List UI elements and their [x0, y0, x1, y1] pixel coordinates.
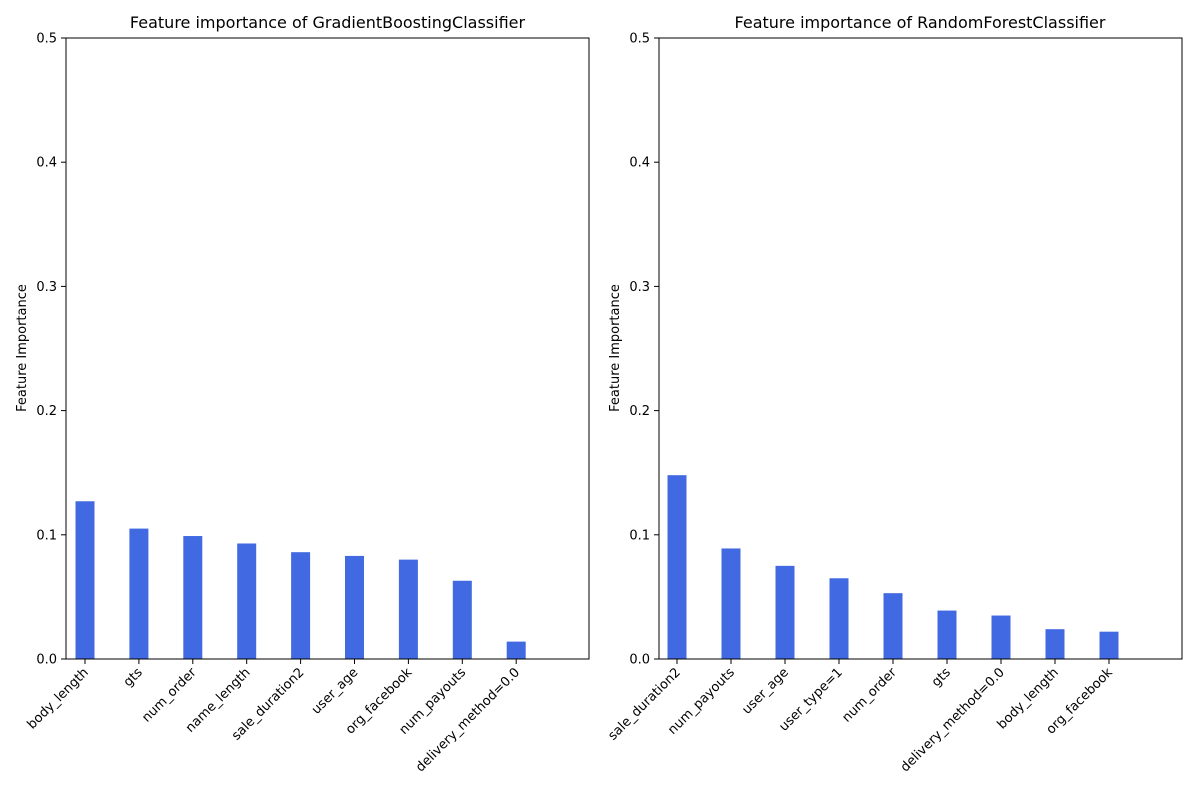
plot-frame	[658, 37, 1183, 660]
y-tick-label: 0.4	[36, 156, 57, 171]
bar-user_age	[345, 555, 364, 659]
y-tick-label: 0.2	[629, 404, 650, 419]
bar-body_length	[1045, 629, 1065, 659]
y-ticks: 0.0 0.1 0.2 0.3 0.4 0.5	[629, 32, 659, 668]
bar-num_payouts	[452, 580, 472, 659]
bar-gts	[937, 610, 957, 659]
y-tick-label: 0.4	[629, 156, 650, 171]
y-tick-label: 0.0	[629, 653, 650, 668]
bar-delivery_method=0.0	[991, 615, 1011, 659]
bar-delivery_method=0.0	[506, 641, 526, 659]
y-tick-label: 0.0	[36, 653, 57, 668]
bar-num_payouts	[721, 548, 741, 659]
bar-num_order	[883, 593, 903, 659]
y-tick-label: 0.1	[36, 528, 57, 543]
bar-user_type=1	[829, 578, 849, 659]
y-tick-label: 0.5	[36, 32, 57, 47]
y-tick-label: 0.2	[36, 404, 57, 419]
y-axis-label: Feature Importance	[15, 284, 30, 412]
bar-gts	[129, 528, 149, 659]
y-tick-label: 0.3	[629, 280, 650, 295]
y-ticks: 0.0 0.1 0.2 0.3 0.4 0.5	[36, 32, 66, 668]
bar-org_facebook	[1099, 631, 1119, 659]
y-tick-label: 0.5	[629, 32, 650, 47]
y-tick-label: 0.1	[629, 528, 650, 543]
y-axis-label: Feature Importance	[608, 284, 623, 412]
bar-sale_duration2	[291, 552, 311, 659]
bar-body_length	[75, 501, 95, 659]
bar-user_age	[775, 565, 795, 659]
bar-sale_duration2	[667, 475, 687, 659]
y-tick-label: 0.3	[36, 280, 57, 295]
bar-name_length	[237, 543, 257, 659]
chart-title: Feature importance of GradientBoostingCl…	[130, 13, 526, 32]
bar-org_facebook	[398, 559, 418, 659]
plot-frame	[65, 37, 590, 660]
chart-title: Feature importance of RandomForestClassi…	[735, 13, 1106, 32]
bar-num_order	[183, 536, 203, 659]
bars	[667, 475, 1119, 659]
bars	[75, 501, 526, 659]
